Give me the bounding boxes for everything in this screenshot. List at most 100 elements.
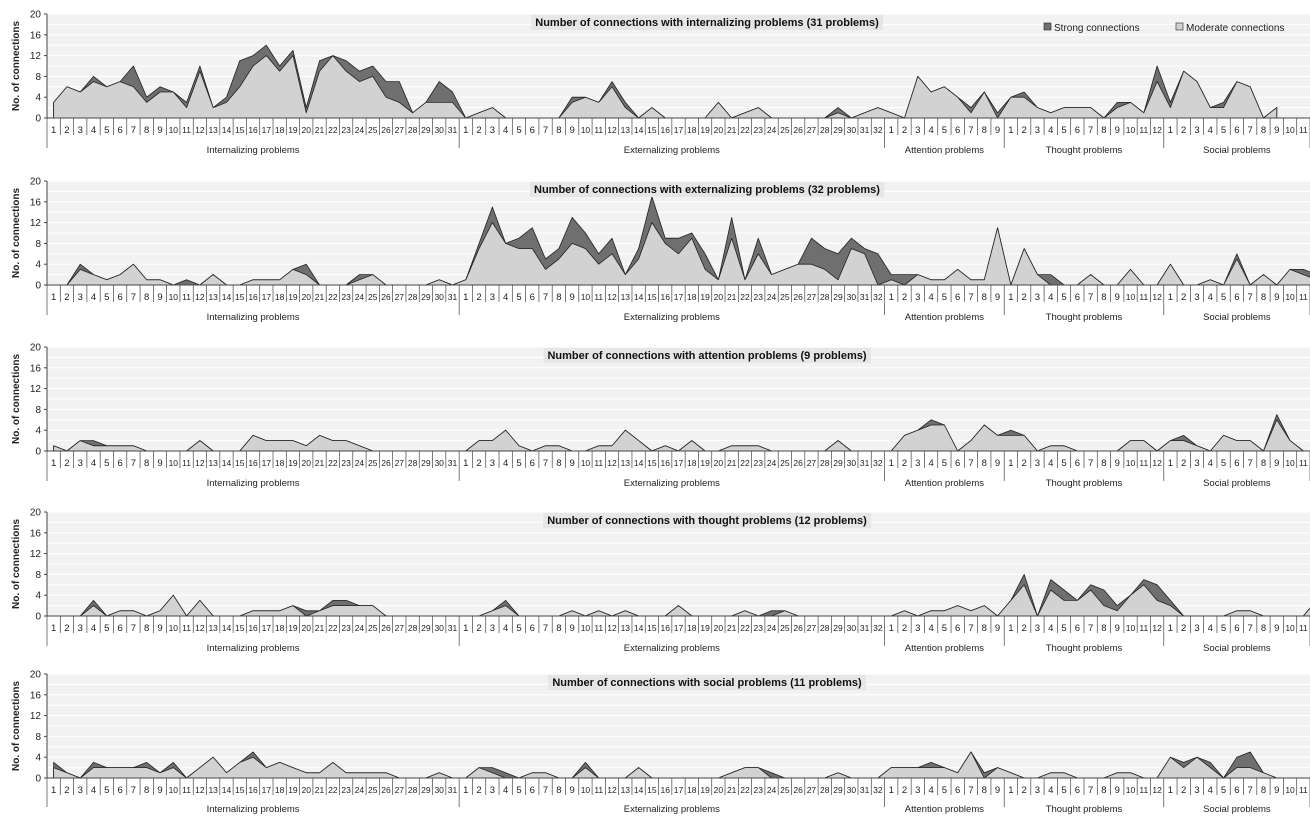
- x-tick-label: 5: [942, 292, 947, 303]
- chart-title-background: [543, 348, 871, 363]
- x-tick-label: 8: [1261, 785, 1266, 796]
- x-tick-label: 8: [1261, 458, 1266, 469]
- x-tick-label: 7: [1248, 623, 1253, 634]
- x-tick-label: 18: [275, 785, 285, 795]
- x-tick-label: 23: [341, 458, 351, 468]
- x-tick-label: 4: [928, 292, 933, 303]
- x-tick-label: 10: [1285, 125, 1295, 135]
- x-tick-label: 26: [793, 292, 803, 302]
- x-tick-label: 5: [516, 292, 521, 303]
- y-tick-label: 16: [30, 528, 42, 539]
- x-tick-label: 10: [1285, 623, 1295, 633]
- x-tick-label: 8: [1101, 785, 1106, 796]
- x-tick-label: 8: [144, 785, 149, 796]
- group-label: Externalizing problems: [624, 804, 720, 815]
- x-tick-label: 5: [1221, 623, 1226, 634]
- x-tick-label: 25: [780, 623, 790, 633]
- y-tick-label: 12: [30, 549, 42, 560]
- x-tick-label: 21: [727, 623, 737, 633]
- x-tick-label: 25: [368, 785, 378, 795]
- x-tick-label: 19: [700, 125, 710, 135]
- x-tick-label: 14: [634, 458, 644, 468]
- x-tick-label: 11: [1139, 623, 1148, 633]
- x-tick-label: 5: [1061, 458, 1066, 469]
- x-tick-label: 2: [476, 125, 481, 136]
- x-tick-label: 9: [1274, 785, 1279, 796]
- x-tick-label: 9: [1274, 292, 1279, 303]
- x-tick-label: 25: [368, 125, 378, 135]
- x-tick-label: 8: [556, 458, 561, 469]
- y-tick-label: 20: [30, 177, 42, 188]
- x-tick-label: 1: [1008, 292, 1013, 303]
- x-tick-label: 21: [727, 785, 737, 795]
- x-tick-label: 15: [235, 623, 245, 633]
- x-tick-label: 10: [1126, 458, 1136, 468]
- x-tick-label: 4: [1048, 125, 1053, 136]
- y-tick-label: 20: [30, 670, 42, 681]
- x-tick-label: 23: [754, 458, 764, 468]
- x-tick-label: 6: [955, 623, 960, 634]
- x-tick-label: 11: [594, 623, 603, 633]
- x-tick-label: 8: [1101, 125, 1106, 136]
- x-tick-label: 1: [463, 785, 468, 796]
- x-tick-label: 18: [275, 292, 285, 302]
- y-tick-label: 4: [35, 260, 41, 271]
- x-tick-label: 5: [104, 623, 109, 634]
- x-tick-label: 8: [1261, 125, 1266, 136]
- x-tick-label: 11: [1139, 458, 1148, 468]
- x-tick-label: 6: [1234, 125, 1239, 136]
- x-tick-label: 22: [328, 125, 338, 135]
- x-tick-label: 3: [490, 623, 495, 634]
- x-tick-label: 25: [780, 125, 790, 135]
- y-tick-label: 8: [35, 405, 41, 416]
- x-tick-label: 7: [543, 125, 548, 136]
- group-label: Thought problems: [1046, 478, 1123, 489]
- x-tick-label: 1: [889, 125, 894, 136]
- x-tick-label: 8: [1101, 458, 1106, 469]
- x-tick-label: 14: [634, 292, 644, 302]
- x-tick-label: 6: [1075, 292, 1080, 303]
- x-tick-label: 24: [767, 458, 777, 468]
- x-tick-label: 9: [995, 785, 1000, 796]
- x-tick-label: 9: [1274, 623, 1279, 634]
- x-tick-label: 7: [968, 125, 973, 136]
- x-tick-label: 4: [91, 292, 96, 303]
- x-tick-label: 1: [1008, 458, 1013, 469]
- x-tick-label: 12: [1152, 458, 1162, 468]
- x-tick-label: 12: [607, 125, 617, 135]
- x-tick-label: 28: [408, 623, 418, 633]
- x-tick-label: 1: [1168, 785, 1173, 796]
- x-tick-label: 6: [1075, 458, 1080, 469]
- x-tick-label: 10: [581, 292, 591, 302]
- x-tick-label: 29: [833, 458, 843, 468]
- x-tick-label: 26: [381, 125, 391, 135]
- x-tick-label: 12: [195, 623, 205, 633]
- x-tick-label: 24: [767, 785, 777, 795]
- x-tick-label: 20: [714, 292, 724, 302]
- x-tick-label: 11: [594, 292, 603, 302]
- group-label: Attention problems: [905, 804, 984, 815]
- x-tick-label: 29: [833, 785, 843, 795]
- x-tick-label: 12: [195, 125, 205, 135]
- x-tick-label: 3: [490, 458, 495, 469]
- x-tick-label: 30: [434, 458, 444, 468]
- x-tick-label: 12: [195, 785, 205, 795]
- x-tick-label: 5: [942, 458, 947, 469]
- x-tick-label: 22: [328, 292, 338, 302]
- group-label: Attention problems: [905, 312, 984, 323]
- x-tick-label: 26: [793, 623, 803, 633]
- x-tick-label: 4: [1048, 623, 1053, 634]
- x-tick-label: 16: [248, 785, 258, 795]
- x-tick-label: 10: [1126, 292, 1136, 302]
- x-tick-label: 17: [674, 125, 684, 135]
- y-tick-label: 16: [30, 690, 42, 701]
- x-tick-label: 16: [660, 458, 670, 468]
- x-tick-label: 5: [516, 458, 521, 469]
- x-tick-label: 28: [820, 125, 830, 135]
- y-tick-label: 12: [30, 711, 42, 722]
- y-tick-label: 0: [35, 281, 41, 292]
- x-tick-label: 3: [78, 125, 83, 136]
- x-tick-label: 30: [847, 292, 857, 302]
